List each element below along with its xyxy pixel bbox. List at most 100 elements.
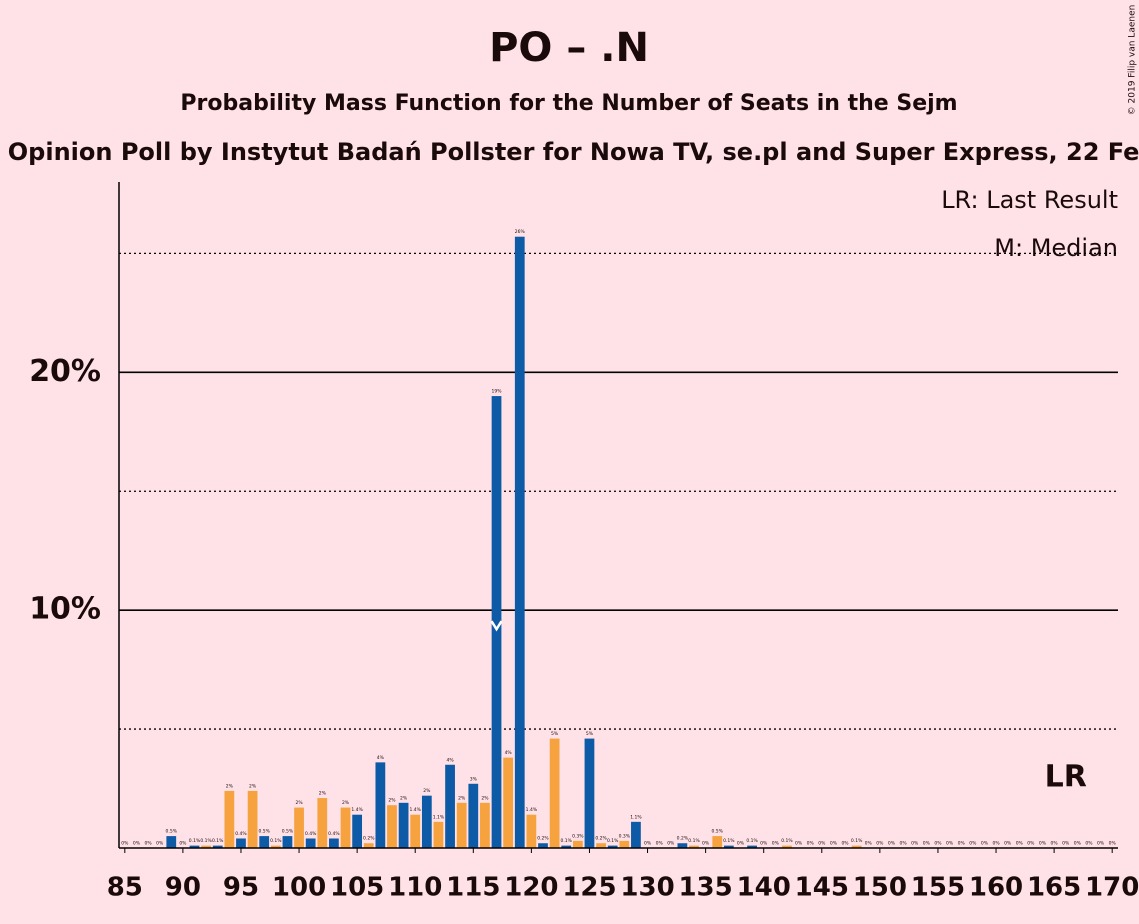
- data-label: 0%: [1004, 841, 1012, 847]
- bar: [294, 807, 304, 848]
- data-label: 0%: [888, 841, 896, 847]
- data-label: 0.1%: [746, 838, 758, 844]
- bar: [247, 790, 258, 848]
- chart-title: PO – .N: [489, 25, 649, 71]
- data-label: 0.5%: [166, 829, 178, 835]
- data-label: 0%: [934, 841, 942, 847]
- data-label: 0%: [656, 841, 664, 847]
- data-label: 0%: [981, 841, 989, 847]
- x-tick-label: 130: [620, 873, 674, 903]
- x-tick-label: 140: [737, 873, 791, 903]
- bar: [468, 783, 479, 848]
- y-tick-label: 10%: [29, 592, 101, 627]
- x-tick-label: 135: [678, 873, 732, 903]
- bar: [747, 845, 757, 848]
- x-tick-label: 145: [795, 873, 849, 903]
- bar: [689, 845, 699, 848]
- data-label: 0%: [969, 841, 977, 847]
- bar: [166, 836, 177, 848]
- x-tick-label: 90: [165, 873, 201, 903]
- x-tick-label: 150: [853, 873, 907, 903]
- data-label: 0%: [1074, 841, 1082, 847]
- data-label: 0%: [818, 841, 826, 847]
- data-label: 0%: [772, 841, 780, 847]
- data-label: 0%: [876, 841, 884, 847]
- data-label: 2%: [249, 783, 257, 789]
- data-label: 0%: [144, 841, 152, 847]
- data-label: 4%: [446, 757, 454, 763]
- subtitle: Probability Mass Function for the Number…: [180, 91, 957, 116]
- bar: [363, 843, 374, 848]
- data-label: 0%: [702, 841, 710, 847]
- bar: [712, 836, 723, 848]
- bar: [212, 845, 223, 848]
- bar: [572, 840, 583, 848]
- data-label: 0%: [1085, 841, 1093, 847]
- bar: [607, 845, 618, 848]
- data-label: 0%: [1039, 841, 1047, 847]
- data-label: 0.5%: [258, 829, 270, 835]
- bar: [387, 805, 397, 848]
- bar: [259, 836, 270, 848]
- bar: [410, 814, 421, 848]
- data-label: 0%: [1027, 841, 1035, 847]
- data-label: 1.1%: [630, 814, 642, 820]
- data-label: 0%: [946, 841, 954, 847]
- x-tick-label: 115: [446, 873, 500, 903]
- data-label: 0.1%: [723, 838, 735, 844]
- bar: [503, 757, 514, 848]
- copyright: © 2019 Filip van Laenen: [1128, 5, 1138, 116]
- data-label: 2%: [319, 791, 327, 797]
- data-label: 1.4%: [409, 807, 421, 813]
- data-label: 0%: [958, 841, 966, 847]
- bar: [538, 843, 548, 848]
- x-tick-label: 170: [1085, 873, 1139, 903]
- data-label: 2%: [295, 800, 303, 806]
- data-label: 2%: [342, 800, 350, 806]
- bar: [305, 838, 316, 848]
- bar: [456, 802, 467, 848]
- bar: [549, 738, 560, 848]
- data-label: 0%: [1051, 841, 1059, 847]
- data-label: 0.2%: [363, 836, 375, 842]
- bar: [491, 396, 502, 848]
- median-marker: [490, 620, 503, 632]
- bar: [189, 845, 200, 848]
- x-tick-label: 95: [223, 873, 259, 903]
- data-label: 0.1%: [200, 838, 212, 844]
- x-tick-label: 155: [911, 873, 965, 903]
- data-label: 0.3%: [619, 833, 631, 839]
- data-label: 0%: [121, 841, 129, 847]
- data-label: 0.1%: [607, 838, 619, 844]
- data-label: 0%: [841, 841, 849, 847]
- data-label: 1.4%: [526, 807, 538, 813]
- x-tick-label: 120: [504, 873, 558, 903]
- bar: [561, 845, 572, 848]
- data-label: 0.5%: [282, 829, 294, 835]
- bar: [480, 802, 490, 848]
- x-tick-label: 105: [330, 873, 384, 903]
- data-label: 1.4%: [351, 807, 363, 813]
- data-label: 0.1%: [561, 838, 573, 844]
- data-label: 0%: [923, 841, 931, 847]
- bar: [526, 814, 537, 848]
- data-label: 5%: [551, 731, 559, 737]
- bar: [329, 838, 339, 848]
- data-label: 26%: [515, 229, 526, 235]
- data-label: 2%: [400, 795, 408, 801]
- data-label: 19%: [492, 389, 503, 395]
- x-tick-label: 165: [1027, 873, 1081, 903]
- bar: [340, 807, 351, 848]
- x-tick-label: 125: [562, 873, 616, 903]
- data-label: 3%: [470, 776, 478, 782]
- data-label: 0.1%: [212, 838, 224, 844]
- bar: [224, 790, 235, 848]
- data-label: 0.1%: [781, 838, 793, 844]
- bar: [677, 843, 688, 848]
- bar: [596, 843, 606, 848]
- last-result-label: LR: [1045, 760, 1087, 795]
- data-label: 0.4%: [305, 831, 317, 837]
- data-label: 0%: [667, 841, 675, 847]
- data-label: 0%: [644, 841, 652, 847]
